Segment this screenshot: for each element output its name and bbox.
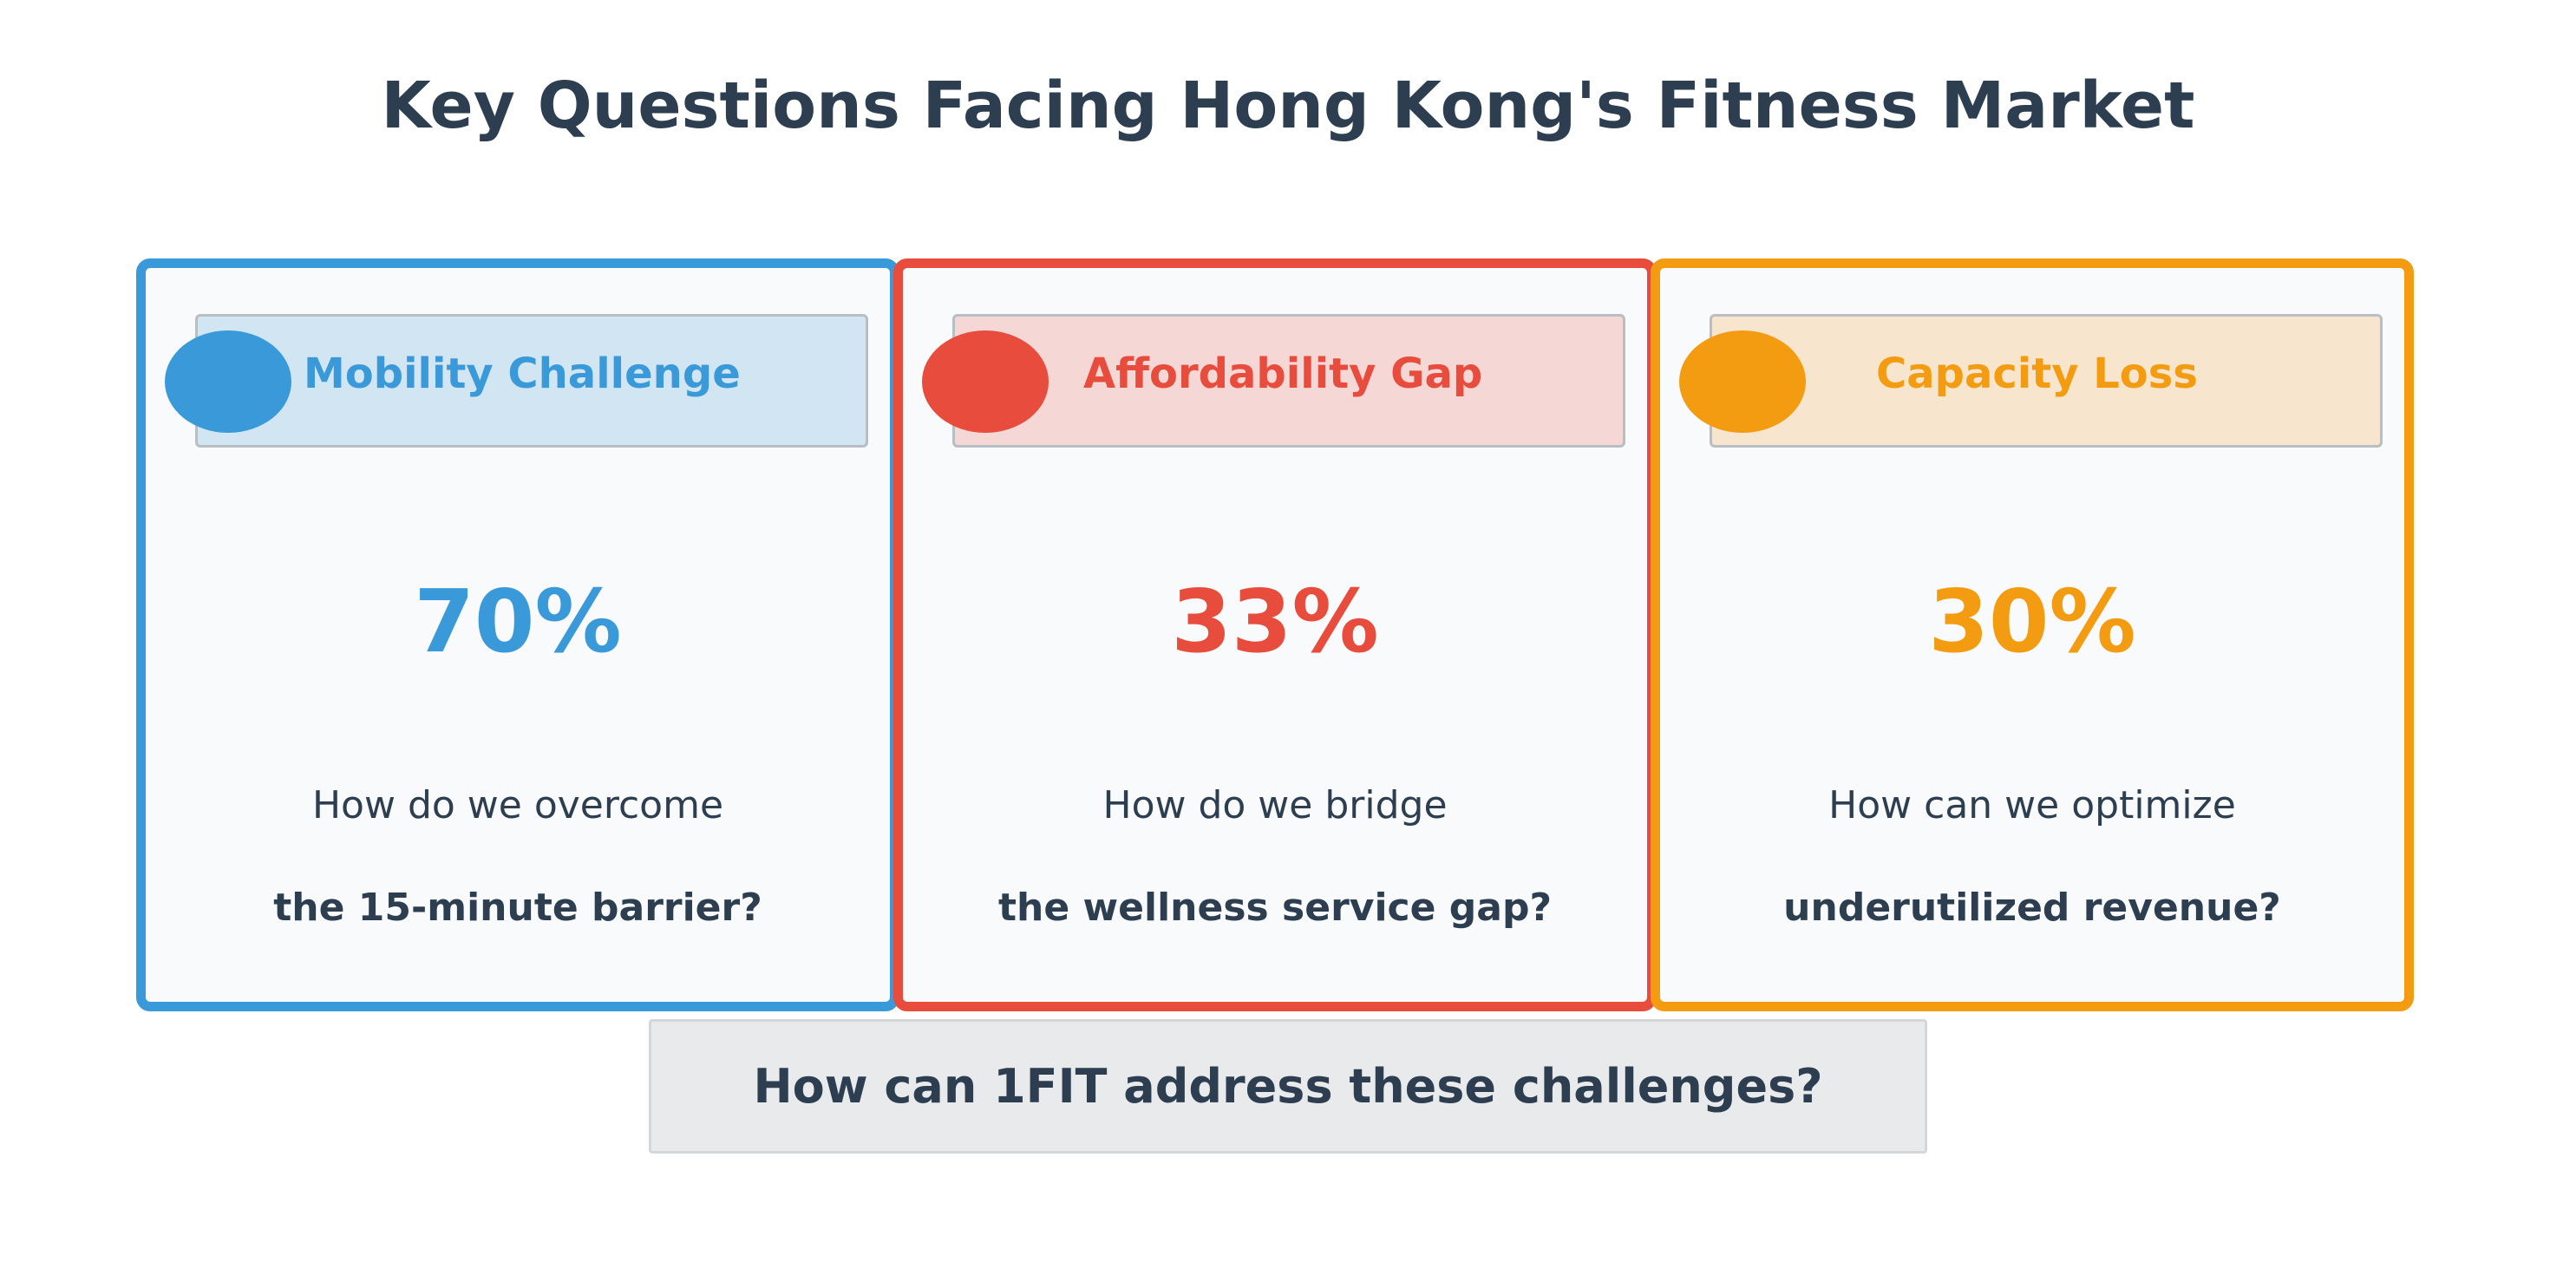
page-title: Key Questions Facing Hong Kong's Fitness… — [381, 69, 2195, 143]
mobility-icon — [165, 330, 291, 433]
affordability-icon — [922, 330, 1049, 433]
card-header — [195, 314, 868, 448]
card-label: Capacity Loss — [1876, 350, 2198, 398]
card-question-line2: underutilized revenue? — [1783, 886, 2281, 930]
card-stat: 33% — [1171, 571, 1379, 672]
card-header — [1710, 314, 2383, 448]
card-stat: 30% — [1928, 571, 2136, 672]
card-stat: 70% — [414, 571, 622, 672]
card-label: Mobility Challenge — [304, 350, 741, 398]
card-header — [952, 314, 1625, 448]
footer-question: How can 1FIT address these challenges? — [649, 1019, 1927, 1154]
card-question-line2: the 15-minute barrier? — [273, 886, 762, 930]
card-mobility-challenge: Mobility Challenge 70% How do we overcom… — [136, 258, 899, 1011]
card-affordability-gap: Affordability Gap 33% How do we bridge t… — [893, 258, 1657, 1011]
card-question-line1: How can we optimize — [1828, 783, 2236, 827]
card-capacity-loss: Capacity Loss 30% How can we optimize un… — [1651, 258, 2414, 1011]
card-question-line2: the wellness service gap? — [998, 886, 1552, 930]
capacity-icon — [1679, 330, 1806, 433]
card-question-line1: How do we overcome — [311, 783, 724, 827]
card-question-line1: How do we bridge — [1102, 783, 1448, 827]
card-label: Affordability Gap — [1083, 350, 1483, 398]
